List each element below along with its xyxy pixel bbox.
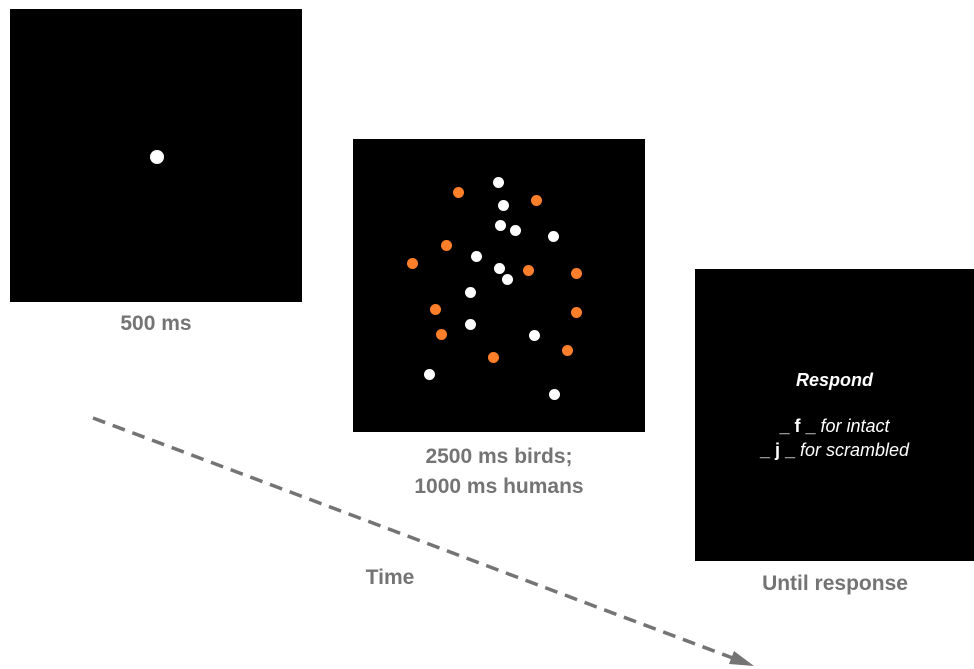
intact-label: for intact: [820, 416, 890, 436]
response-screen: Respond _ f _ for intact _ j _ for scram…: [695, 269, 974, 561]
stimulus-dot-white: [465, 287, 476, 298]
stimulus-dot-orange: [531, 195, 542, 206]
scrambled-label: for scrambled: [800, 440, 910, 460]
stimulus-dot-orange: [571, 268, 582, 279]
time-label: Time: [365, 566, 415, 589]
stimulus-dot-orange: [453, 187, 464, 198]
stimulus-dot-orange: [523, 265, 534, 276]
response-instructions: Respond _ f _ for intact _ j _ for scram…: [695, 366, 974, 462]
stimulus-dot-orange: [571, 307, 582, 318]
stimulus-dot-white: [424, 369, 435, 380]
key-j-label: _ j _: [759, 440, 795, 460]
key-f-label: _ f _: [779, 416, 816, 436]
time-arrow-head: [729, 651, 754, 666]
stimulus-dot-white: [502, 274, 513, 285]
stimulus-dot-orange: [562, 345, 573, 356]
stimulus-duration-birds: 2500 ms birds;: [425, 445, 573, 468]
stimulus-duration-humans: 1000 ms humans: [414, 475, 584, 498]
stimulus-dot-orange: [441, 240, 452, 251]
stimulus-dot-white: [548, 231, 559, 242]
stimulus-dot-white: [529, 330, 540, 341]
fixation-duration-label: 500 ms: [120, 312, 192, 335]
stimulus-dot-orange: [488, 352, 499, 363]
fixation-screen: [10, 9, 302, 302]
response-duration-label: Until response: [762, 572, 908, 595]
response-option-intact: _ f _ for intact: [695, 414, 974, 438]
stimulus-dot-orange: [430, 304, 441, 315]
response-option-scrambled: _ j _ for scrambled: [695, 438, 974, 462]
stimulus-dot-white: [495, 220, 506, 231]
fixation-dot: [150, 150, 164, 164]
stimulus-dot-white: [549, 389, 560, 400]
stimulus-dot-white: [465, 319, 476, 330]
stimulus-dot-orange: [436, 329, 447, 340]
stimulus-dot-white: [510, 225, 521, 236]
stimulus-dot-orange: [407, 258, 418, 269]
respond-title: Respond: [795, 370, 873, 390]
stimulus-dot-white: [471, 251, 482, 262]
stimulus-dot-white: [493, 177, 504, 188]
stimulus-duration-label: 2500 ms birds; 1000 ms humans: [353, 442, 645, 502]
stimulus-dot-white: [494, 263, 505, 274]
stimulus-dot-white: [498, 200, 509, 211]
stimulus-screen: [353, 139, 645, 432]
